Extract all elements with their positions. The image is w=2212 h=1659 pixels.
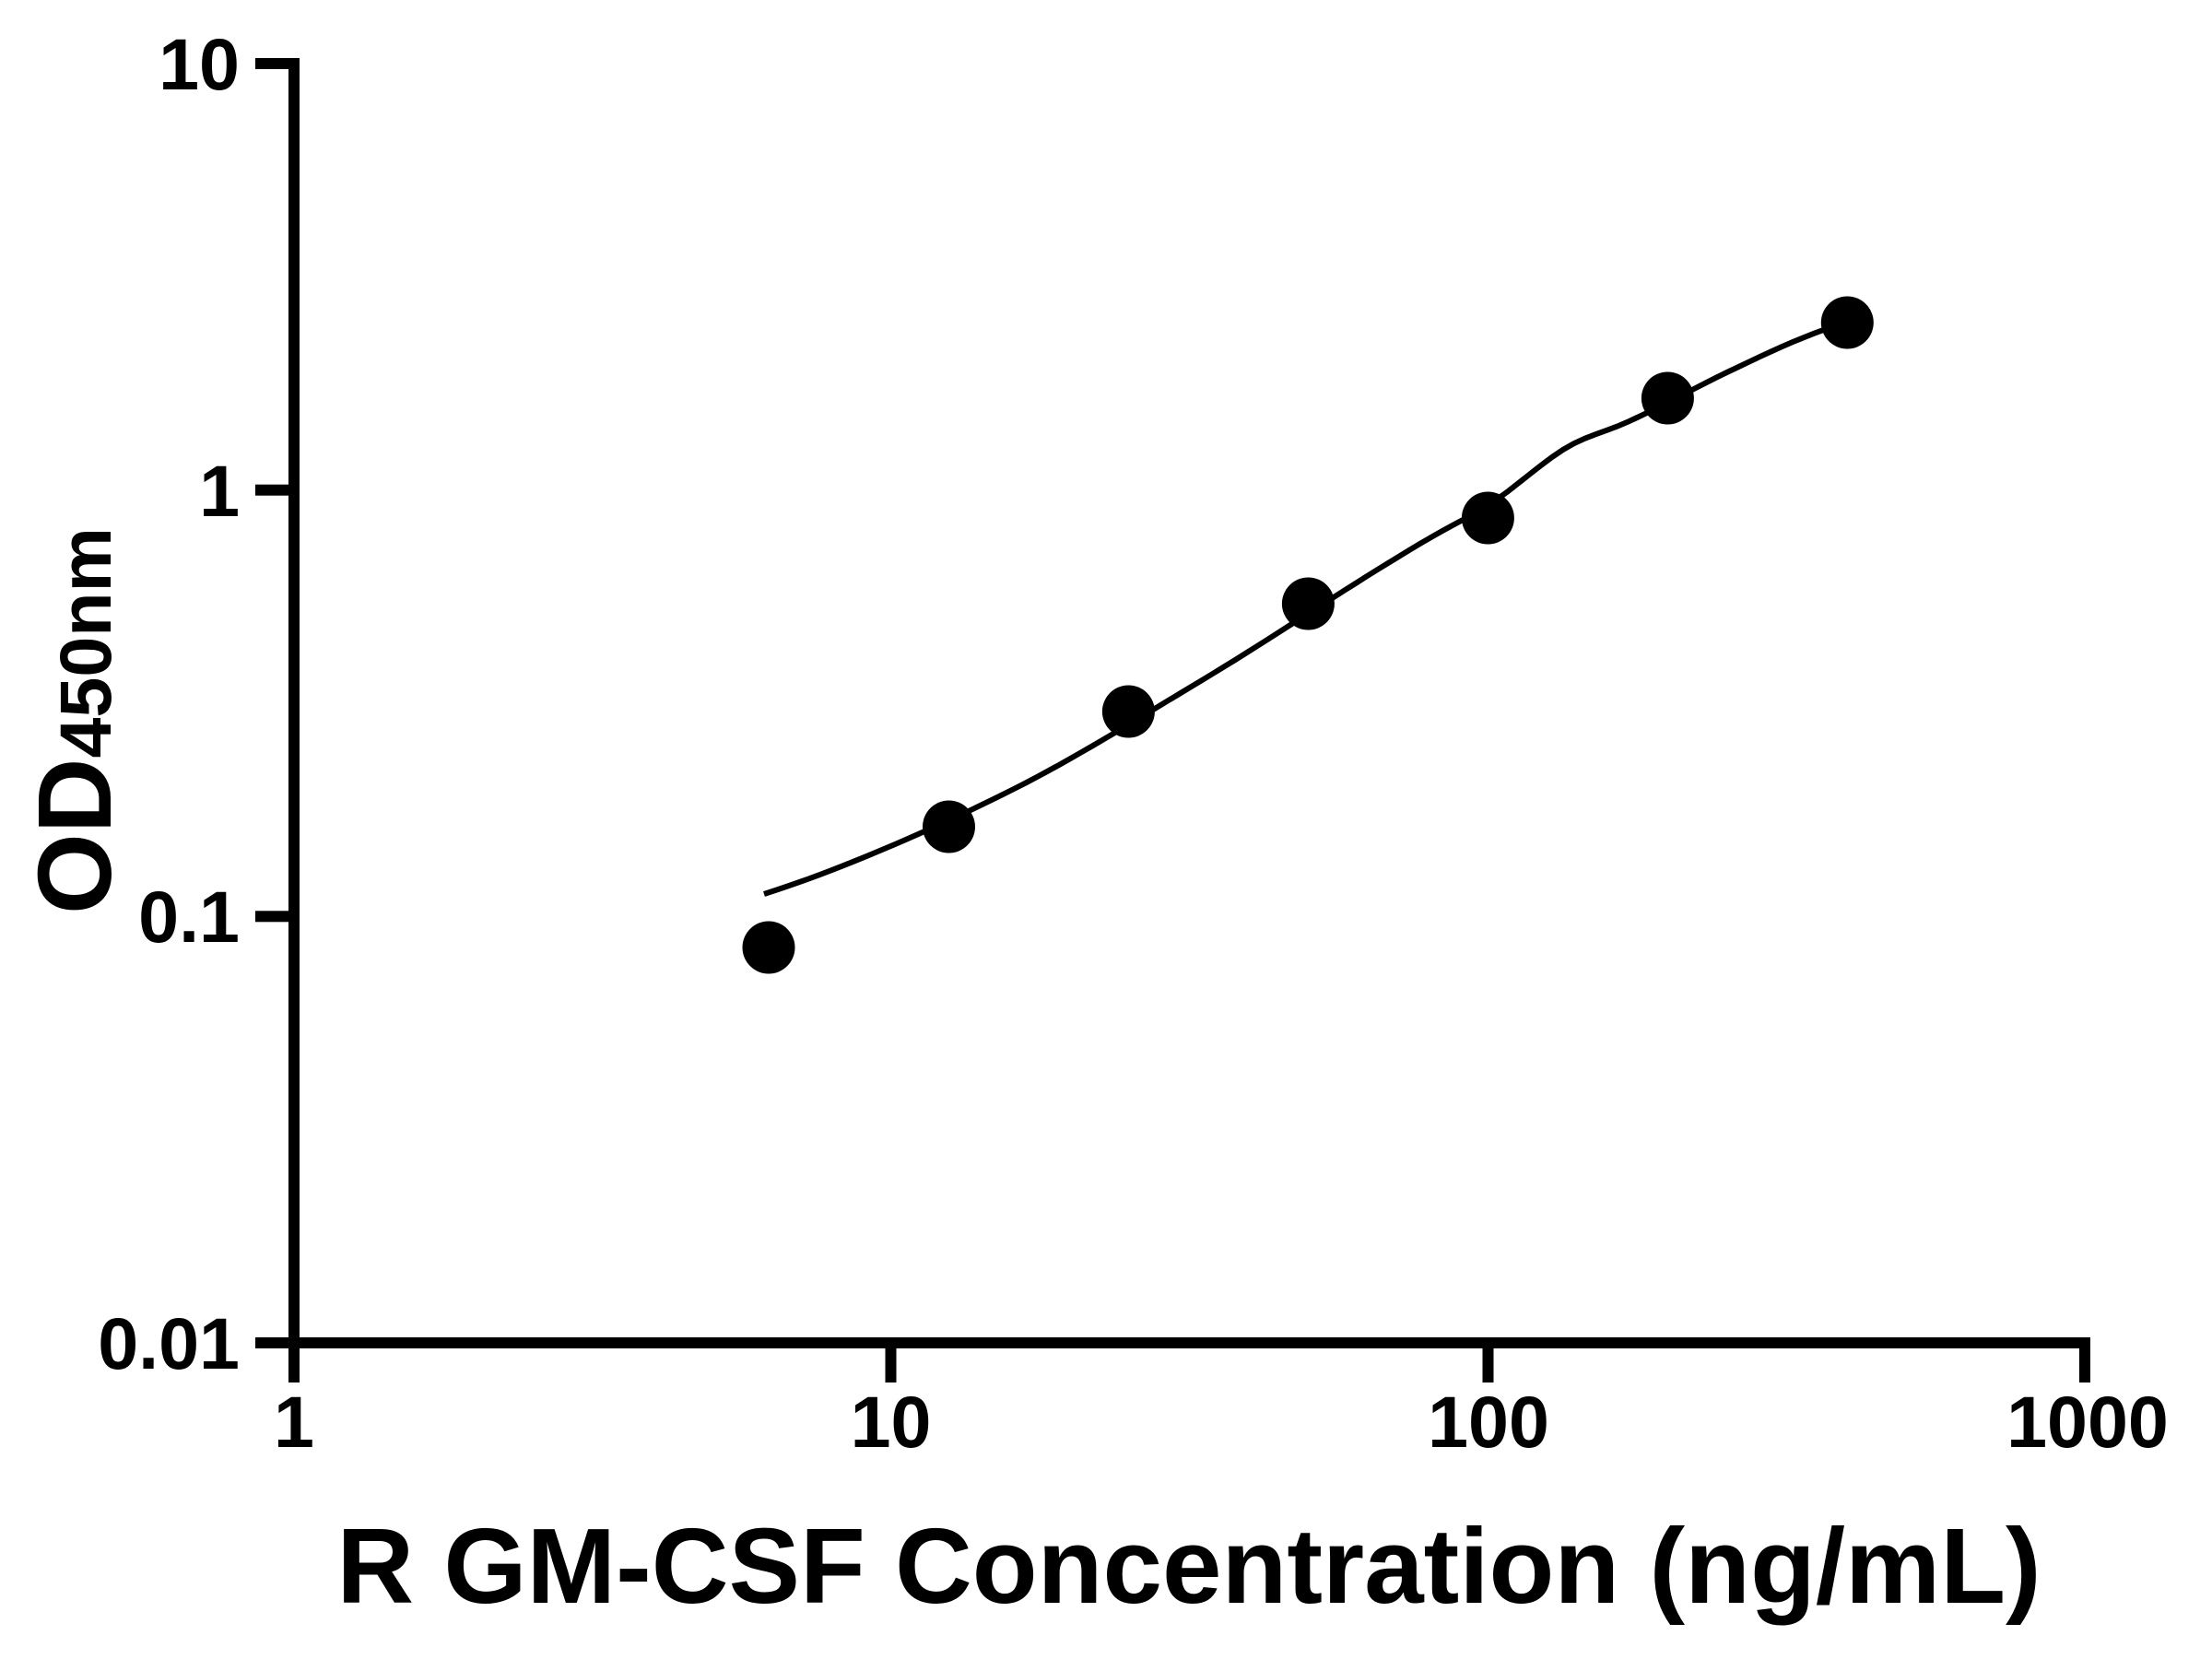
svg-text:0.01: 0.01	[98, 1302, 240, 1384]
svg-text:100: 100	[1428, 1381, 1549, 1463]
svg-text:0.1: 0.1	[138, 876, 240, 958]
svg-text:1: 1	[274, 1381, 314, 1463]
svg-text:1000: 1000	[2006, 1381, 2169, 1463]
svg-text:10: 10	[851, 1381, 932, 1463]
svg-text:10: 10	[159, 23, 240, 105]
svg-text:1: 1	[199, 450, 240, 532]
svg-text:R GM-CSF Concentration (ng/mL): R GM-CSF Concentration (ng/mL)	[336, 1506, 2041, 1626]
svg-text:OD450nm: OD450nm	[17, 527, 133, 914]
